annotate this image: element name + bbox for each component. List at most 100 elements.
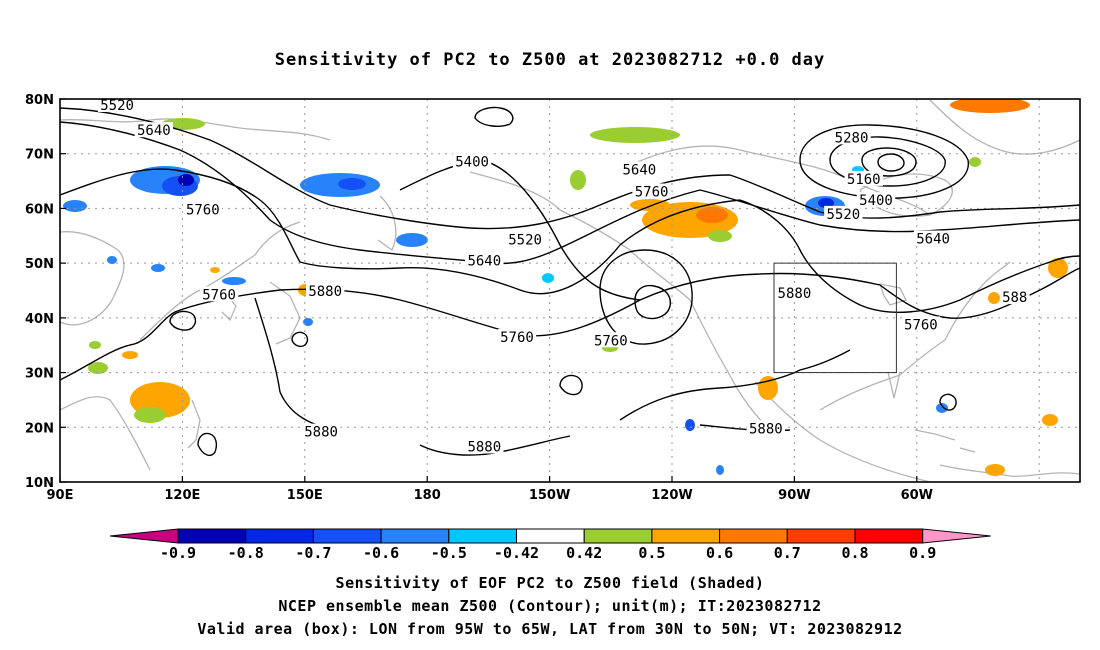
colorbar-swatch: [583, 528, 653, 544]
sensitivity-patch: [122, 351, 138, 359]
contour-5760-east: [739, 199, 1080, 313]
contour-label: 5760: [202, 287, 236, 303]
coast-florida: [887, 371, 901, 399]
sensitivity-patch: [950, 99, 1030, 113]
contour-label: 5520: [100, 98, 134, 114]
coast-kamchatka: [377, 195, 397, 251]
sensitivity-patch: [1042, 414, 1058, 426]
coast-south-america: [939, 464, 1080, 477]
contour-label-bg: [306, 283, 345, 299]
sensitivity-patch: [303, 318, 313, 326]
colorbar-tick-label: -0.9: [160, 544, 196, 562]
contour-loop-siberia: [169, 310, 197, 331]
graticule: [60, 99, 1080, 482]
lon-label: 90W: [778, 488, 810, 503]
contour-label: 5400: [859, 193, 893, 209]
sensitivity-patch: [936, 403, 948, 413]
contour-5760-trough: [399, 159, 641, 301]
contour-label-bg: [856, 192, 896, 208]
contour-label-bg: [97, 97, 137, 113]
sensitivity-patch: [222, 277, 246, 285]
lat-label: 20N: [25, 421, 54, 436]
contour-5040-low-core: [877, 153, 905, 172]
lat-label: 40N: [25, 312, 54, 327]
coast-mexico: [754, 381, 931, 482]
colorbar-tick-label: 0.7: [774, 544, 801, 562]
valid-area-box: [773, 262, 897, 374]
contour-5760-west: [60, 168, 741, 295]
lat-label: 30N: [25, 367, 54, 382]
lat-label: 60N: [25, 202, 54, 217]
contour-5880-pacific-east: [619, 349, 851, 421]
colorbar-swatch: [312, 528, 382, 544]
sensitivity-patch: [708, 230, 732, 242]
contour-label: 5520: [508, 233, 542, 249]
contour-label: 5640: [137, 123, 171, 139]
contour-label: 5400: [455, 154, 489, 170]
colorbar-tick-label: -0.6: [363, 544, 399, 562]
contour-5880-west: [60, 272, 881, 381]
lon-label: 90E: [47, 488, 74, 503]
sensitivity-patch: [178, 174, 194, 186]
sensitivity-patch: [590, 127, 680, 143]
coastlines: [60, 99, 1080, 482]
lon-label: 60W: [901, 488, 933, 503]
contour-label-bg: [620, 161, 659, 177]
colorbar-swatch: [177, 528, 247, 544]
colorbar-tick-label: 0.9: [909, 544, 936, 562]
lat-label: 50N: [25, 257, 54, 272]
coast-se-asia: [60, 396, 151, 471]
contour-label-bg: [832, 129, 871, 145]
lon-label: 120E: [164, 488, 200, 503]
coast-caribbean: [914, 429, 976, 453]
contour-label-bg: [465, 252, 504, 268]
coast-east-us: [944, 261, 1011, 341]
colorbar-swatch: [448, 528, 517, 544]
coast-alaska: [469, 171, 691, 301]
contour-5640-west: [60, 121, 701, 265]
map-frame: [59, 98, 1081, 483]
contour-label-bg: [591, 332, 630, 348]
coast-asia: [60, 231, 125, 326]
colorbar-swatch: [786, 528, 856, 544]
contour-label-bg: [844, 170, 883, 186]
sensitivity-patch: [338, 178, 366, 190]
contour-label: 5640: [916, 232, 950, 248]
contour-label-bg: [824, 205, 863, 221]
lon-label: 150E: [287, 488, 323, 503]
sensitivity-patch: [210, 267, 220, 273]
coast-north-america-west: [689, 299, 769, 429]
sensitivity-patch: [685, 419, 695, 431]
sensitivity-shading: [63, 99, 1068, 476]
sensitivity-patch: [134, 407, 166, 423]
contour-label-bg: [913, 230, 953, 246]
contour-label-bg: [497, 329, 537, 345]
colorbar-tick-label: 0.6: [706, 544, 733, 562]
colorbar-tick-label: 0.5: [638, 544, 665, 562]
contour-label: 5160: [847, 172, 881, 188]
contour-5880-east: [879, 267, 1080, 319]
sensitivity-patch: [988, 292, 1000, 304]
colorbar-tick-label: -0.7: [295, 544, 331, 562]
lat-label: 70N: [25, 148, 54, 163]
sensitivity-patch: [151, 264, 165, 272]
caption-shading: Sensitivity of EOF PC2 to Z500 field (Sh…: [335, 574, 765, 592]
contour-label: 5640: [623, 163, 657, 179]
caption-contour: NCEP ensemble mean Z500 (Contour); unit(…: [278, 597, 822, 615]
lon-label: 120W: [651, 488, 692, 503]
contour-loop-atlantic: [939, 393, 957, 411]
contour-label: 5880: [749, 421, 783, 437]
lat-label: 10N: [25, 476, 54, 491]
contour-label-bg: [199, 286, 239, 302]
contour-label: 5520: [827, 207, 861, 223]
contour-label: 5760: [635, 184, 669, 200]
colorbar-swatch: [651, 528, 721, 544]
contour-label-bg: [452, 153, 492, 169]
sensitivity-patch: [542, 273, 554, 283]
colorbar-tick-label: -0.42: [494, 544, 539, 562]
contour-5520-west: [60, 107, 731, 230]
colorbar-tick-label: 0.42: [566, 544, 602, 562]
contour-label-bg: [183, 201, 222, 217]
